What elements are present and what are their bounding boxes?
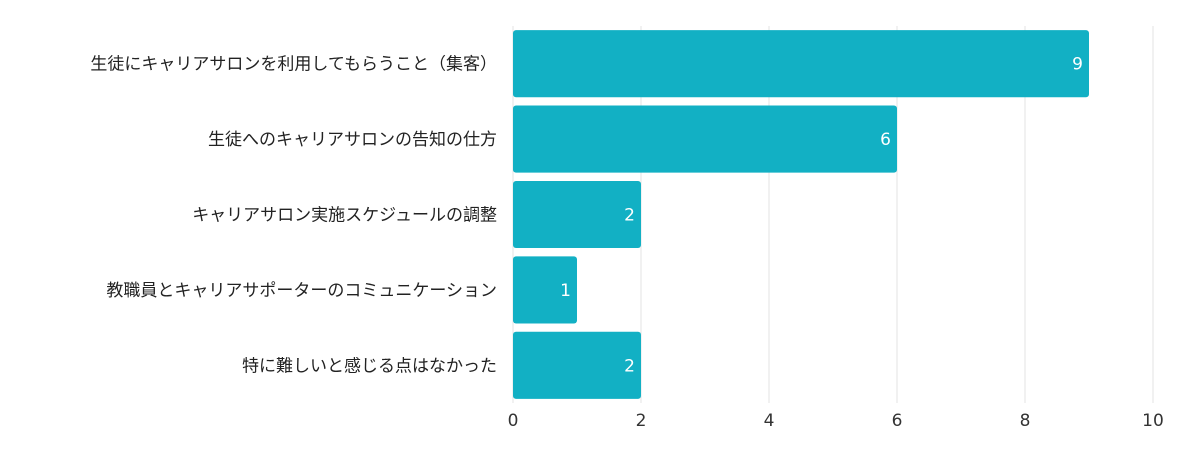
bar	[513, 30, 1089, 98]
y-tick-label: 生徒へのキャリアサロンの告知の仕方	[208, 130, 497, 150]
bar	[513, 256, 577, 324]
y-tick-label: 教職員とキャリアサポーターのコミュニケーション	[106, 281, 497, 301]
value-label: 2	[624, 206, 635, 226]
bar	[513, 331, 641, 399]
x-tick-label: 2	[636, 411, 647, 431]
y-tick-label: 生徒にキャリアサロンを利用してもらうこと（集客）	[90, 55, 497, 75]
value-label: 9	[1072, 55, 1083, 75]
bar	[513, 105, 897, 173]
x-tick-label: 8	[1020, 411, 1031, 431]
y-tick-label: キャリアサロン実施スケジュールの調整	[192, 206, 497, 226]
x-tick-label: 0	[508, 411, 519, 431]
x-tick-label: 10	[1142, 411, 1164, 431]
value-label: 2	[624, 356, 635, 376]
bar	[513, 180, 641, 249]
x-tick-label: 4	[764, 411, 775, 431]
y-tick-label: 特に難しいと感じる点はなかった	[242, 356, 497, 376]
value-label: 1	[560, 281, 571, 301]
x-tick-label: 6	[892, 411, 903, 431]
value-label: 6	[880, 130, 891, 150]
